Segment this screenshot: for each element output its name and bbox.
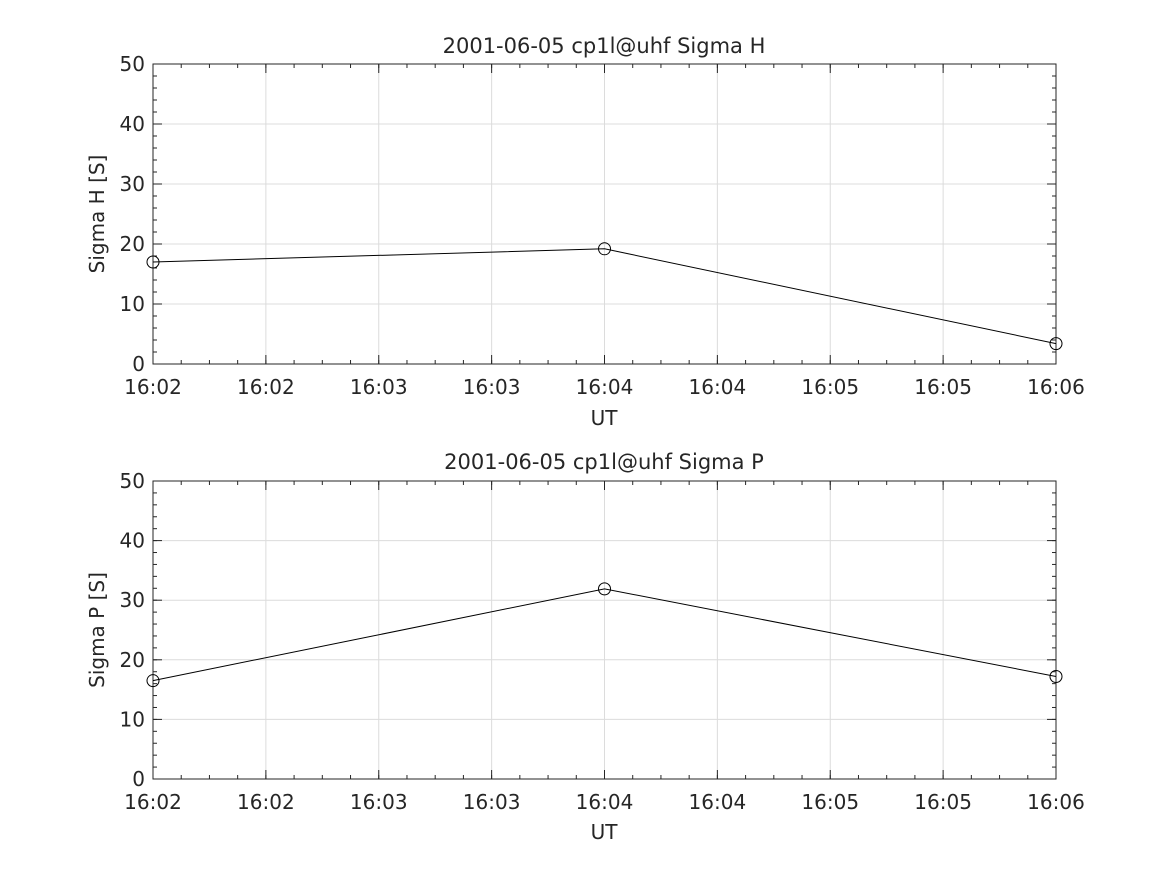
- x-tick-label: 16:05: [801, 375, 859, 399]
- x-tick-label: 16:04: [689, 790, 747, 814]
- y-tick-label: 20: [120, 648, 145, 672]
- x-tick-label: 16:04: [576, 790, 634, 814]
- y-tick-label: 20: [120, 232, 145, 256]
- x-tick-label: 16:04: [689, 375, 747, 399]
- y-tick-label: 30: [120, 588, 145, 612]
- x-tick-label: 16:03: [463, 790, 521, 814]
- chart-title: 2001-06-05 cp1l@uhf Sigma H: [443, 34, 766, 58]
- x-tick-label: 16:02: [124, 790, 182, 814]
- axes-frame: [152, 63, 1057, 365]
- y-tick-label: 40: [120, 112, 145, 136]
- x-tick-label: 16:05: [801, 790, 859, 814]
- y-tick-label: 0: [132, 352, 145, 376]
- x-tick-label: 16:06: [1027, 375, 1085, 399]
- series-line: [152, 588, 1057, 682]
- y-axis-label: Sigma H [S]: [85, 155, 109, 274]
- x-tick-label: 16:02: [237, 375, 295, 399]
- x-axis-label: UT: [591, 820, 619, 844]
- x-tick-label: 16:05: [914, 375, 972, 399]
- x-tick-label: 16:03: [463, 375, 521, 399]
- y-tick-label: 50: [120, 52, 145, 76]
- y-tick-label: 0: [132, 767, 145, 791]
- y-axis-label: Sigma P [S]: [85, 572, 109, 688]
- y-tick-label: 10: [120, 292, 145, 316]
- x-tick-label: 16:02: [237, 790, 295, 814]
- x-tick-label: 16:05: [914, 790, 972, 814]
- chart-title: 2001-06-05 cp1l@uhf Sigma P: [444, 450, 764, 474]
- axes-frame: [152, 480, 1057, 780]
- data-point-marker: [1049, 337, 1063, 351]
- series-line: [152, 248, 1057, 345]
- data-point-marker: [146, 255, 160, 269]
- data-point-marker: [1049, 669, 1063, 683]
- y-tick-label: 10: [120, 707, 145, 731]
- sigma-p-panel: 16:02 16:02 16:03 16:03 16:04 16:04 16:05 16:05…: [85, 450, 1085, 844]
- y-tick-label: 50: [120, 469, 145, 493]
- y-tick-label: 30: [120, 172, 145, 196]
- x-tick-label: 16:03: [350, 790, 408, 814]
- y-tick-label: 40: [120, 529, 145, 553]
- x-tick-label: 16:04: [576, 375, 634, 399]
- data-point-marker: [146, 674, 160, 688]
- data-point-marker: [598, 242, 611, 256]
- sigma-h-panel: 16:02 16:02 16:03 16:03 16:04 16:04 16:05 16:05…: [85, 34, 1085, 430]
- x-tick-label: 16:02: [124, 375, 182, 399]
- data-point-marker: [598, 582, 611, 596]
- x-tick-label: 16:06: [1027, 790, 1085, 814]
- x-axis-label: UT: [591, 406, 619, 430]
- x-tick-label: 16:03: [350, 375, 408, 399]
